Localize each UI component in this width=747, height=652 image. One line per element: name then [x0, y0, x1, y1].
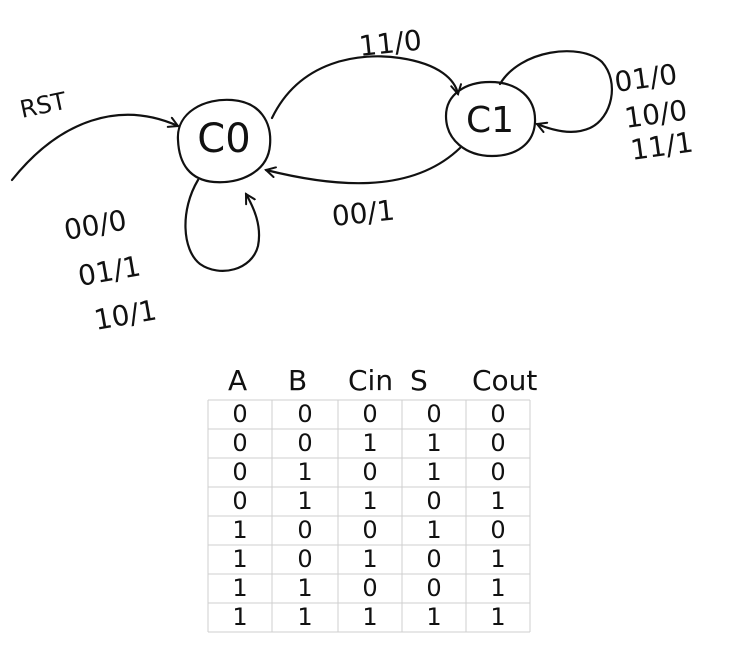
- truth-table-row: 1 1 0 0 1: [232, 574, 505, 602]
- truth-table-row: 1 0 1 0 1: [232, 545, 505, 573]
- transition-c1-to-c0: [266, 146, 462, 185]
- truth-table-header-cin: Cin: [348, 364, 393, 397]
- truth-table-cell: 0: [426, 487, 441, 515]
- truth-table-header-s: S: [410, 364, 428, 397]
- truth-table-cell: 0: [232, 458, 247, 486]
- truth-table-cell: 0: [362, 400, 377, 428]
- self-loop-c1-labels: 01/0 10/0 11/1: [612, 58, 695, 167]
- truth-table-cell: 1: [297, 574, 312, 602]
- truth-table-cell: 0: [426, 400, 441, 428]
- truth-table-cell: 0: [490, 458, 505, 486]
- self-loop-c0-label-1: 00/0: [61, 203, 129, 246]
- truth-table-cell: 1: [426, 458, 441, 486]
- truth-table-cell: 0: [297, 429, 312, 457]
- truth-table-header-cout: Cout: [472, 364, 537, 397]
- truth-table-row: 1 1 1 1 1: [232, 603, 505, 631]
- truth-table-row: 1 0 0 1 0: [232, 516, 505, 544]
- state-c1-label: C1: [466, 100, 514, 141]
- truth-table-cell: 1: [362, 545, 377, 573]
- truth-table-header-a: A: [228, 364, 247, 397]
- truth-table-cell: 0: [490, 400, 505, 428]
- truth-table-cell: 1: [297, 603, 312, 631]
- truth-table-row: 0 1 0 1 0: [232, 458, 505, 486]
- truth-table-body: 0 0 0 0 00 0 1 1 00 1 0 1 00 1 1 0 11 0 0 1 01 0 1 0 11 1 0 0 11 1 1 1 1: [232, 400, 505, 631]
- truth-table-cell: 1: [426, 516, 441, 544]
- transition-c0-to-c1-label: 11/0: [357, 24, 423, 63]
- truth-table-cell: 1: [490, 574, 505, 602]
- truth-table-cell: 1: [490, 603, 505, 631]
- truth-table-cell: 0: [232, 400, 247, 428]
- truth-table-cell: 1: [426, 429, 441, 457]
- self-loop-c1: [498, 50, 613, 132]
- truth-table-cell: 1: [362, 429, 377, 457]
- truth-table-cell: 1: [297, 458, 312, 486]
- truth-table-cell: 1: [232, 545, 247, 573]
- truth-table-cell: 0: [490, 429, 505, 457]
- self-loop-c0-label-2: 01/1: [75, 249, 143, 292]
- truth-table-cell: 0: [297, 545, 312, 573]
- state-c0: C0: [176, 98, 272, 184]
- reset-label: RST: [17, 87, 69, 124]
- truth-table-cell: 0: [490, 516, 505, 544]
- truth-table-headers: A B Cin S Cout: [228, 364, 537, 397]
- truth-table-cell: 0: [362, 516, 377, 544]
- truth-table-row: 0 0 1 1 0: [232, 429, 505, 457]
- truth-table: A B Cin S Cout 0 0 0 0 00 0 1 1 00 1 0 1 00 1 1 0 11 0 0 1 01 0 1 0…: [207, 364, 537, 633]
- truth-table-cell: 0: [362, 458, 377, 486]
- truth-table-cell: 1: [490, 545, 505, 573]
- truth-table-header-b: B: [288, 364, 307, 397]
- reset-arrow: [10, 113, 178, 182]
- truth-table-row: 0 1 1 0 1: [232, 487, 505, 515]
- truth-table-grid: [207, 399, 531, 633]
- truth-table-cell: 1: [232, 574, 247, 602]
- truth-table-cell: 1: [426, 603, 441, 631]
- self-loop-c1-label-1: 01/0: [612, 58, 679, 99]
- state-c0-label: C0: [197, 116, 250, 162]
- self-loop-c0-label-3: 10/1: [91, 293, 159, 336]
- truth-table-cell: 1: [232, 516, 247, 544]
- truth-table-cell: 1: [362, 603, 377, 631]
- truth-table-cell: 0: [297, 516, 312, 544]
- transition-c1-to-c0-label: 00/1: [330, 194, 396, 233]
- transition-c0-to-c1: [270, 55, 458, 120]
- truth-table-cell: 0: [297, 400, 312, 428]
- truth-table-cell: 1: [232, 603, 247, 631]
- truth-table-row: 0 0 0 0 0: [232, 400, 505, 428]
- truth-table-cell: 0: [426, 545, 441, 573]
- truth-table-cell: 0: [232, 487, 247, 515]
- truth-table-cell: 0: [426, 574, 441, 602]
- truth-table-cell: 0: [232, 429, 247, 457]
- truth-table-cell: 1: [490, 487, 505, 515]
- truth-table-cell: 0: [362, 574, 377, 602]
- self-loop-c0: [184, 178, 261, 272]
- state-c1: C1: [444, 80, 537, 158]
- truth-table-cell: 1: [297, 487, 312, 515]
- truth-table-cell: 1: [362, 487, 377, 515]
- self-loop-c0-labels: 00/0 01/1 10/1: [61, 203, 159, 336]
